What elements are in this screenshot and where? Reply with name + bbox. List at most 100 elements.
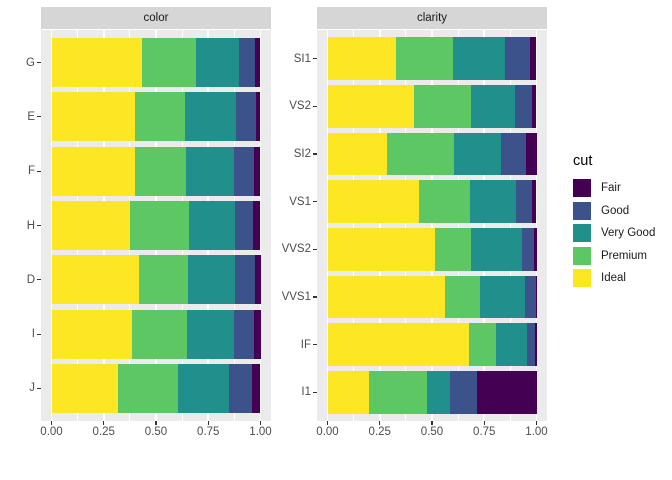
bar-segment-premium — [134, 92, 185, 142]
y-tick-mark — [37, 170, 41, 172]
bar-segment-premium — [141, 38, 197, 88]
bar-segment-premium — [135, 146, 187, 196]
legend-key-very-good — [573, 224, 591, 242]
y-tick-mark — [37, 333, 41, 335]
legend-item: Fair — [573, 179, 655, 197]
y-axis-label: SI2 — [293, 147, 311, 160]
bar-segment-fair — [525, 132, 537, 176]
y-axis-label: I — [31, 328, 35, 341]
major-gridline — [431, 30, 433, 421]
panel-clarity — [317, 30, 547, 421]
x-tick-mark — [379, 421, 381, 425]
y-axis-label: SI1 — [293, 52, 311, 65]
legend-title: cut — [573, 153, 593, 169]
legend-key-premium — [573, 246, 591, 265]
y-tick-mark — [313, 296, 317, 298]
x-tick-label: 0.00 — [316, 426, 339, 438]
major-gridline — [483, 30, 486, 421]
major-gridline — [378, 30, 381, 421]
legend-item: Premium — [573, 246, 655, 265]
bar-segment-ideal — [327, 227, 436, 271]
x-tick-label: 0.00 — [40, 426, 63, 438]
bar-VVS1 — [327, 275, 537, 319]
legend-item-label: Premium — [601, 249, 648, 262]
facet-strip-clarity: clarity — [317, 7, 547, 29]
bar-segment-fair — [477, 370, 537, 414]
bar-segment-good — [235, 255, 256, 305]
bar-D — [51, 255, 261, 305]
bar-segment-ideal — [51, 38, 142, 88]
bar-segment-fair — [253, 146, 261, 196]
bar-segment-fair — [532, 180, 537, 224]
legend-item: Ideal — [573, 269, 655, 287]
x-tick-label: 0.75 — [197, 426, 220, 438]
y-axis-label: IF — [300, 338, 311, 351]
bar-segment-good — [515, 84, 533, 128]
bar-segment-good — [521, 227, 534, 271]
legend-item-label: Very Good — [601, 227, 656, 239]
bar-segment-ideal — [327, 275, 445, 319]
bar-I1 — [327, 370, 537, 414]
bar-segment-ideal — [327, 370, 369, 414]
y-axis-label: J — [29, 382, 35, 395]
x-tick-mark — [103, 421, 105, 425]
bar-segment-good — [527, 323, 536, 367]
bar-E — [51, 92, 261, 142]
bar-F — [51, 146, 261, 196]
y-tick-mark — [313, 201, 317, 203]
bar-segment-premium — [435, 227, 471, 271]
bar-segment-premium — [368, 370, 427, 414]
bar-segment-fair — [253, 309, 261, 359]
bar-segment-premium — [138, 255, 189, 305]
bar-segment-premium — [386, 132, 454, 176]
x-tick-label: 0.50 — [420, 426, 444, 438]
legend-cut: cut Fair Good Very Good Premium Ideal — [573, 153, 655, 292]
bar-I — [51, 309, 261, 359]
bar-segment-premium — [118, 363, 179, 413]
y-axis-label: H — [26, 219, 35, 232]
y-axis-label: G — [26, 56, 35, 69]
bar-segment-very-good — [186, 146, 234, 196]
legend-key-ideal — [573, 269, 591, 287]
x-tick-label: 1.00 — [249, 426, 272, 438]
bar-segment-very-good — [470, 227, 522, 271]
bar-segment-very-good — [189, 201, 236, 250]
bar-segment-fair — [533, 227, 537, 271]
bar-segment-very-good — [196, 38, 239, 88]
bar-segment-very-good — [470, 180, 516, 224]
bar-segment-good — [504, 37, 530, 81]
bar-segment-fair — [252, 201, 261, 250]
bar-segment-good — [233, 146, 254, 196]
y-tick-mark — [313, 344, 317, 346]
bar-segment-good — [238, 38, 255, 88]
bar-segment-fair — [535, 323, 537, 367]
legend-key-fair — [573, 179, 591, 197]
bar-segment-fair — [251, 363, 261, 413]
bar-segment-very-good — [426, 370, 451, 414]
y-tick-mark — [313, 248, 317, 250]
x-tick-label: 0.75 — [473, 426, 496, 438]
x-tick-label: 0.50 — [144, 426, 168, 438]
y-tick-mark — [37, 279, 41, 281]
bar-segment-premium — [419, 180, 471, 224]
major-gridline — [326, 30, 329, 421]
bar-segment-fair — [254, 38, 261, 88]
y-tick-mark — [313, 58, 317, 60]
bar-SI1 — [327, 37, 537, 81]
x-tick-mark — [207, 421, 209, 425]
bar-SI2 — [327, 132, 537, 176]
bar-segment-good — [501, 132, 526, 176]
x-tick-label: 1.00 — [525, 426, 548, 438]
y-tick-mark — [313, 153, 317, 155]
y-axis-label: D — [26, 273, 35, 286]
y-axis-label: VS2 — [289, 100, 311, 113]
x-tick-mark — [326, 421, 329, 425]
legend-items: Fair Good Very Good Premium Ideal — [573, 179, 655, 287]
bar-segment-ideal — [327, 180, 420, 224]
major-gridline — [259, 30, 262, 421]
bar-segment-fair — [255, 255, 261, 305]
y-tick-mark — [37, 387, 41, 389]
bar-segment-good — [524, 275, 536, 319]
bar-segment-good — [233, 309, 254, 359]
bar-segment-good — [235, 201, 253, 250]
